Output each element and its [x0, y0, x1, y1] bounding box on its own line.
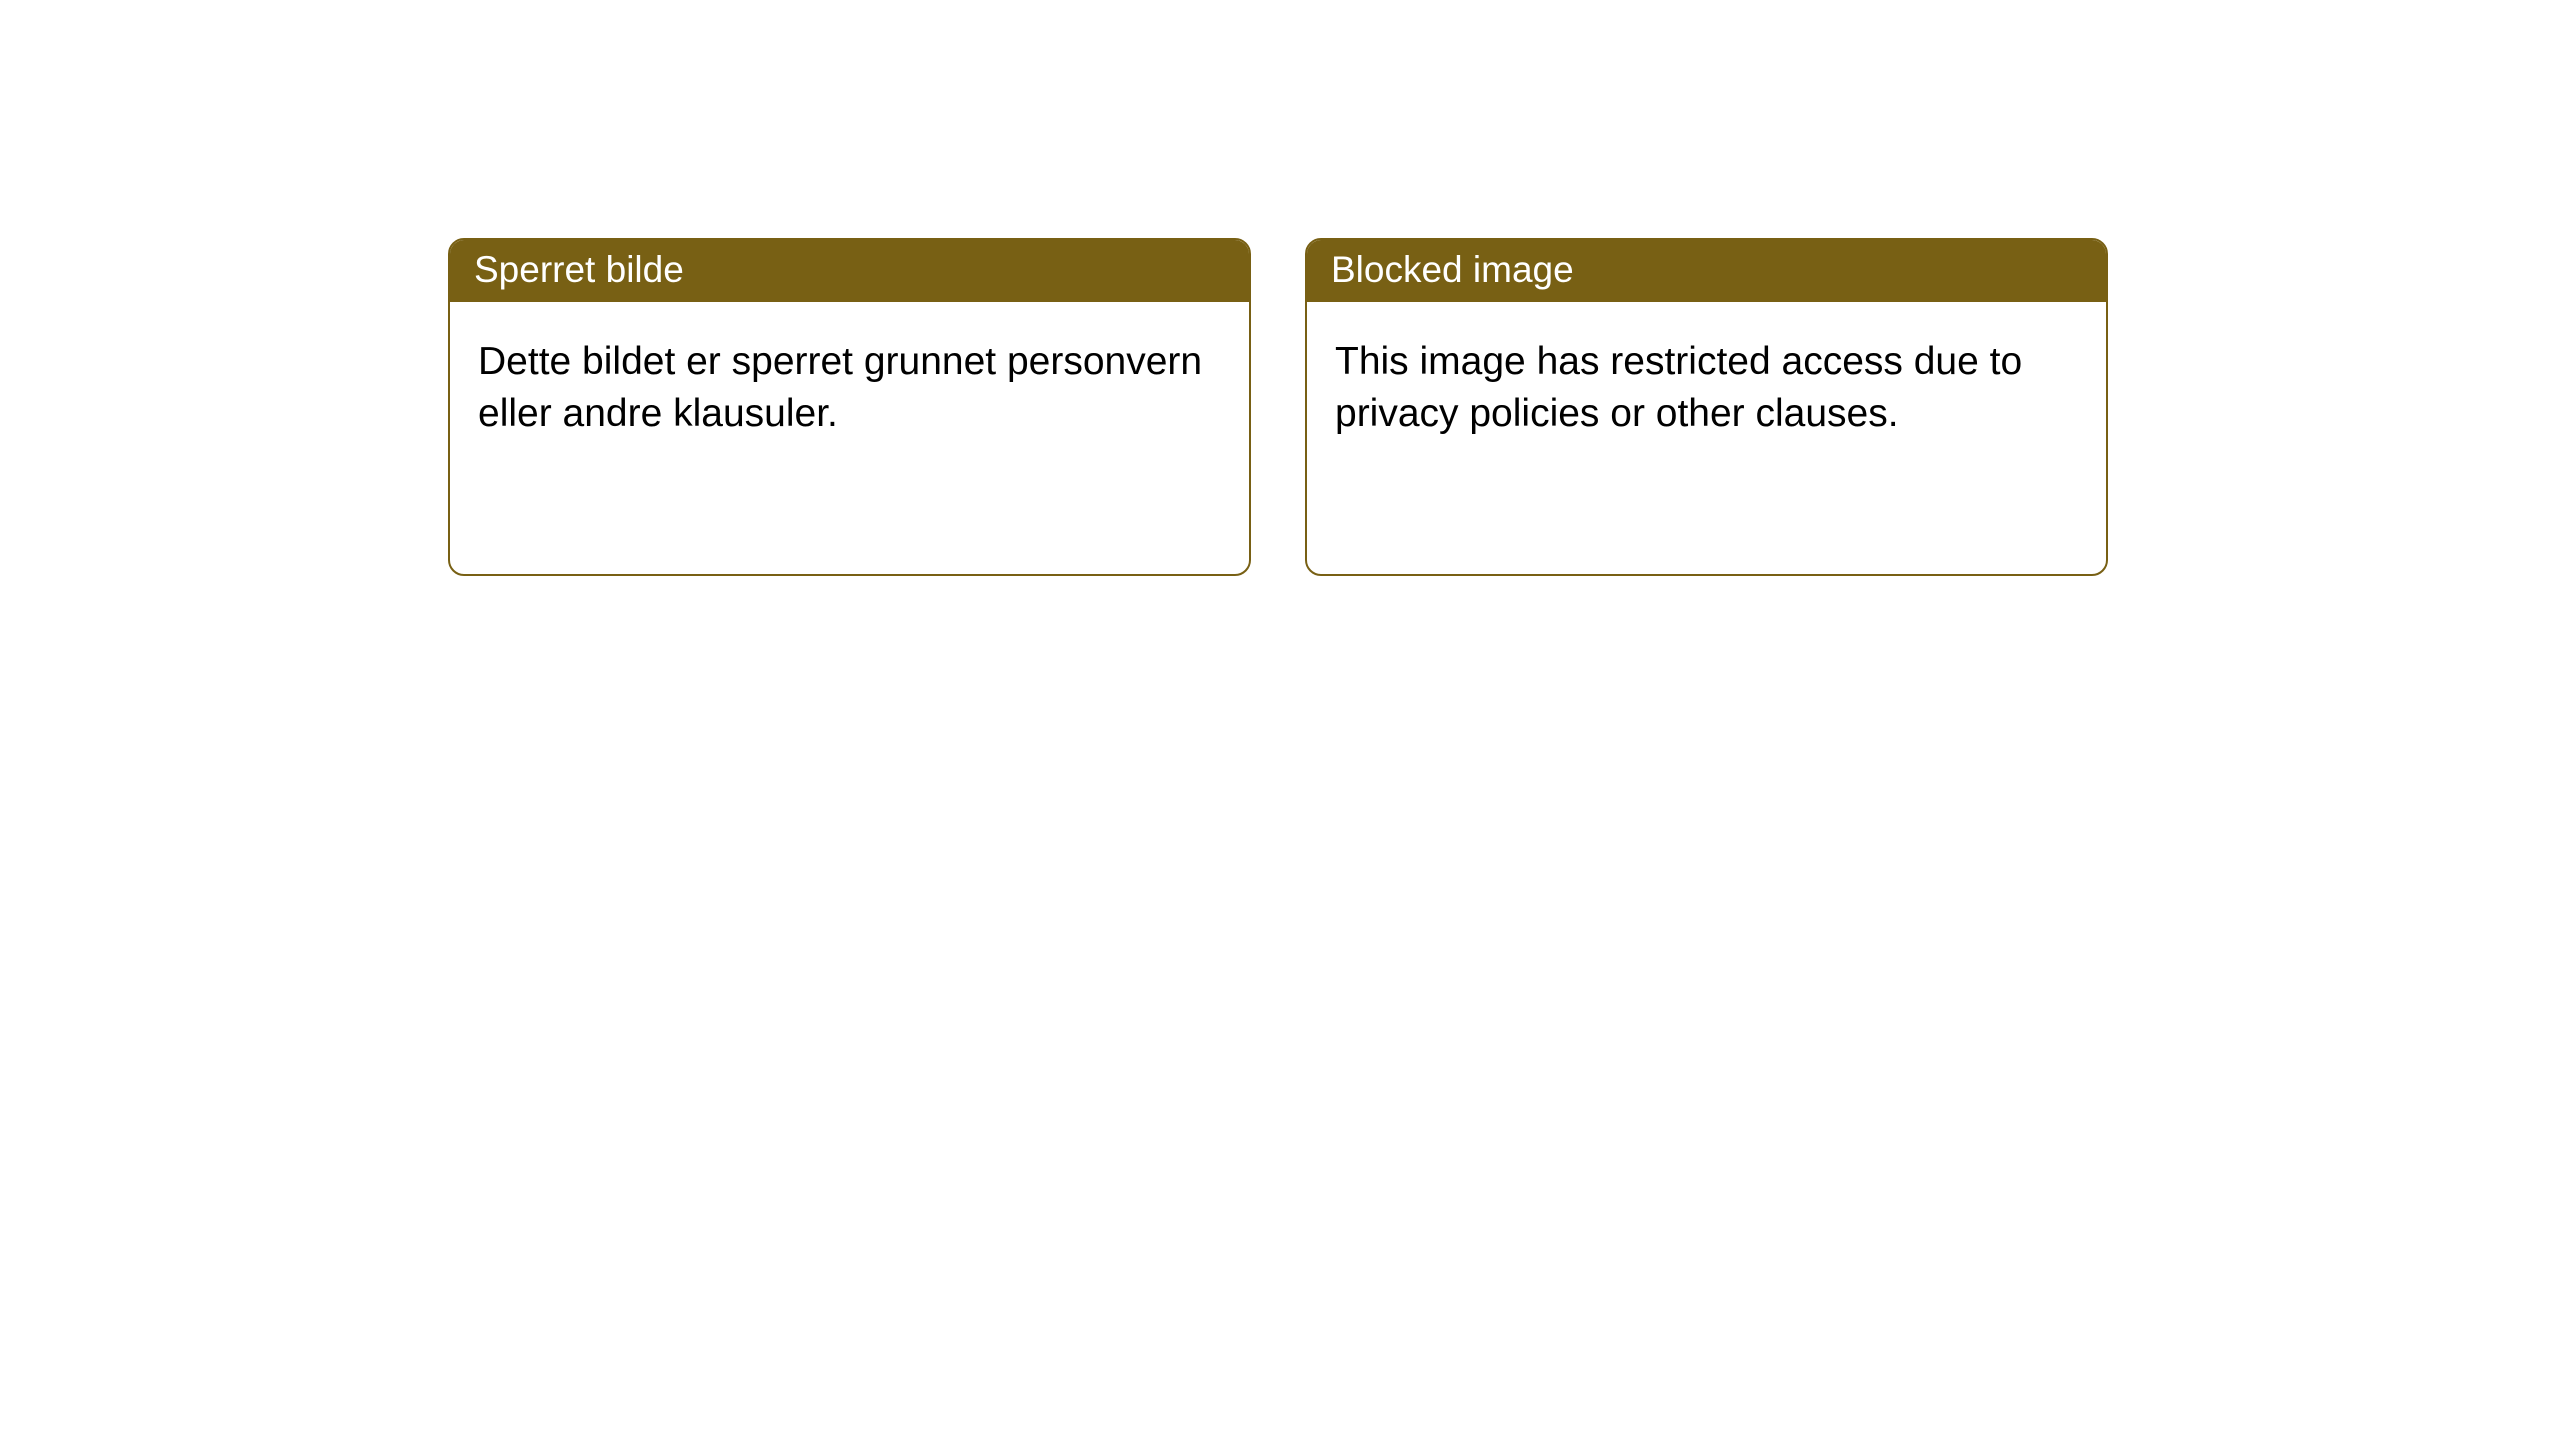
blocked-image-card-en: Blocked image This image has restricted … — [1305, 238, 2108, 576]
card-body: This image has restricted access due to … — [1307, 302, 2106, 574]
card-body-text: Dette bildet er sperret grunnet personve… — [478, 340, 1202, 434]
card-body-text: This image has restricted access due to … — [1335, 340, 2022, 434]
card-body: Dette bildet er sperret grunnet personve… — [450, 302, 1249, 574]
blocked-image-card-no: Sperret bilde Dette bildet er sperret gr… — [448, 238, 1251, 576]
notice-container: Sperret bilde Dette bildet er sperret gr… — [0, 0, 2560, 576]
card-header: Sperret bilde — [450, 240, 1249, 302]
card-header: Blocked image — [1307, 240, 2106, 302]
card-title: Sperret bilde — [474, 249, 684, 290]
card-title: Blocked image — [1331, 249, 1574, 290]
